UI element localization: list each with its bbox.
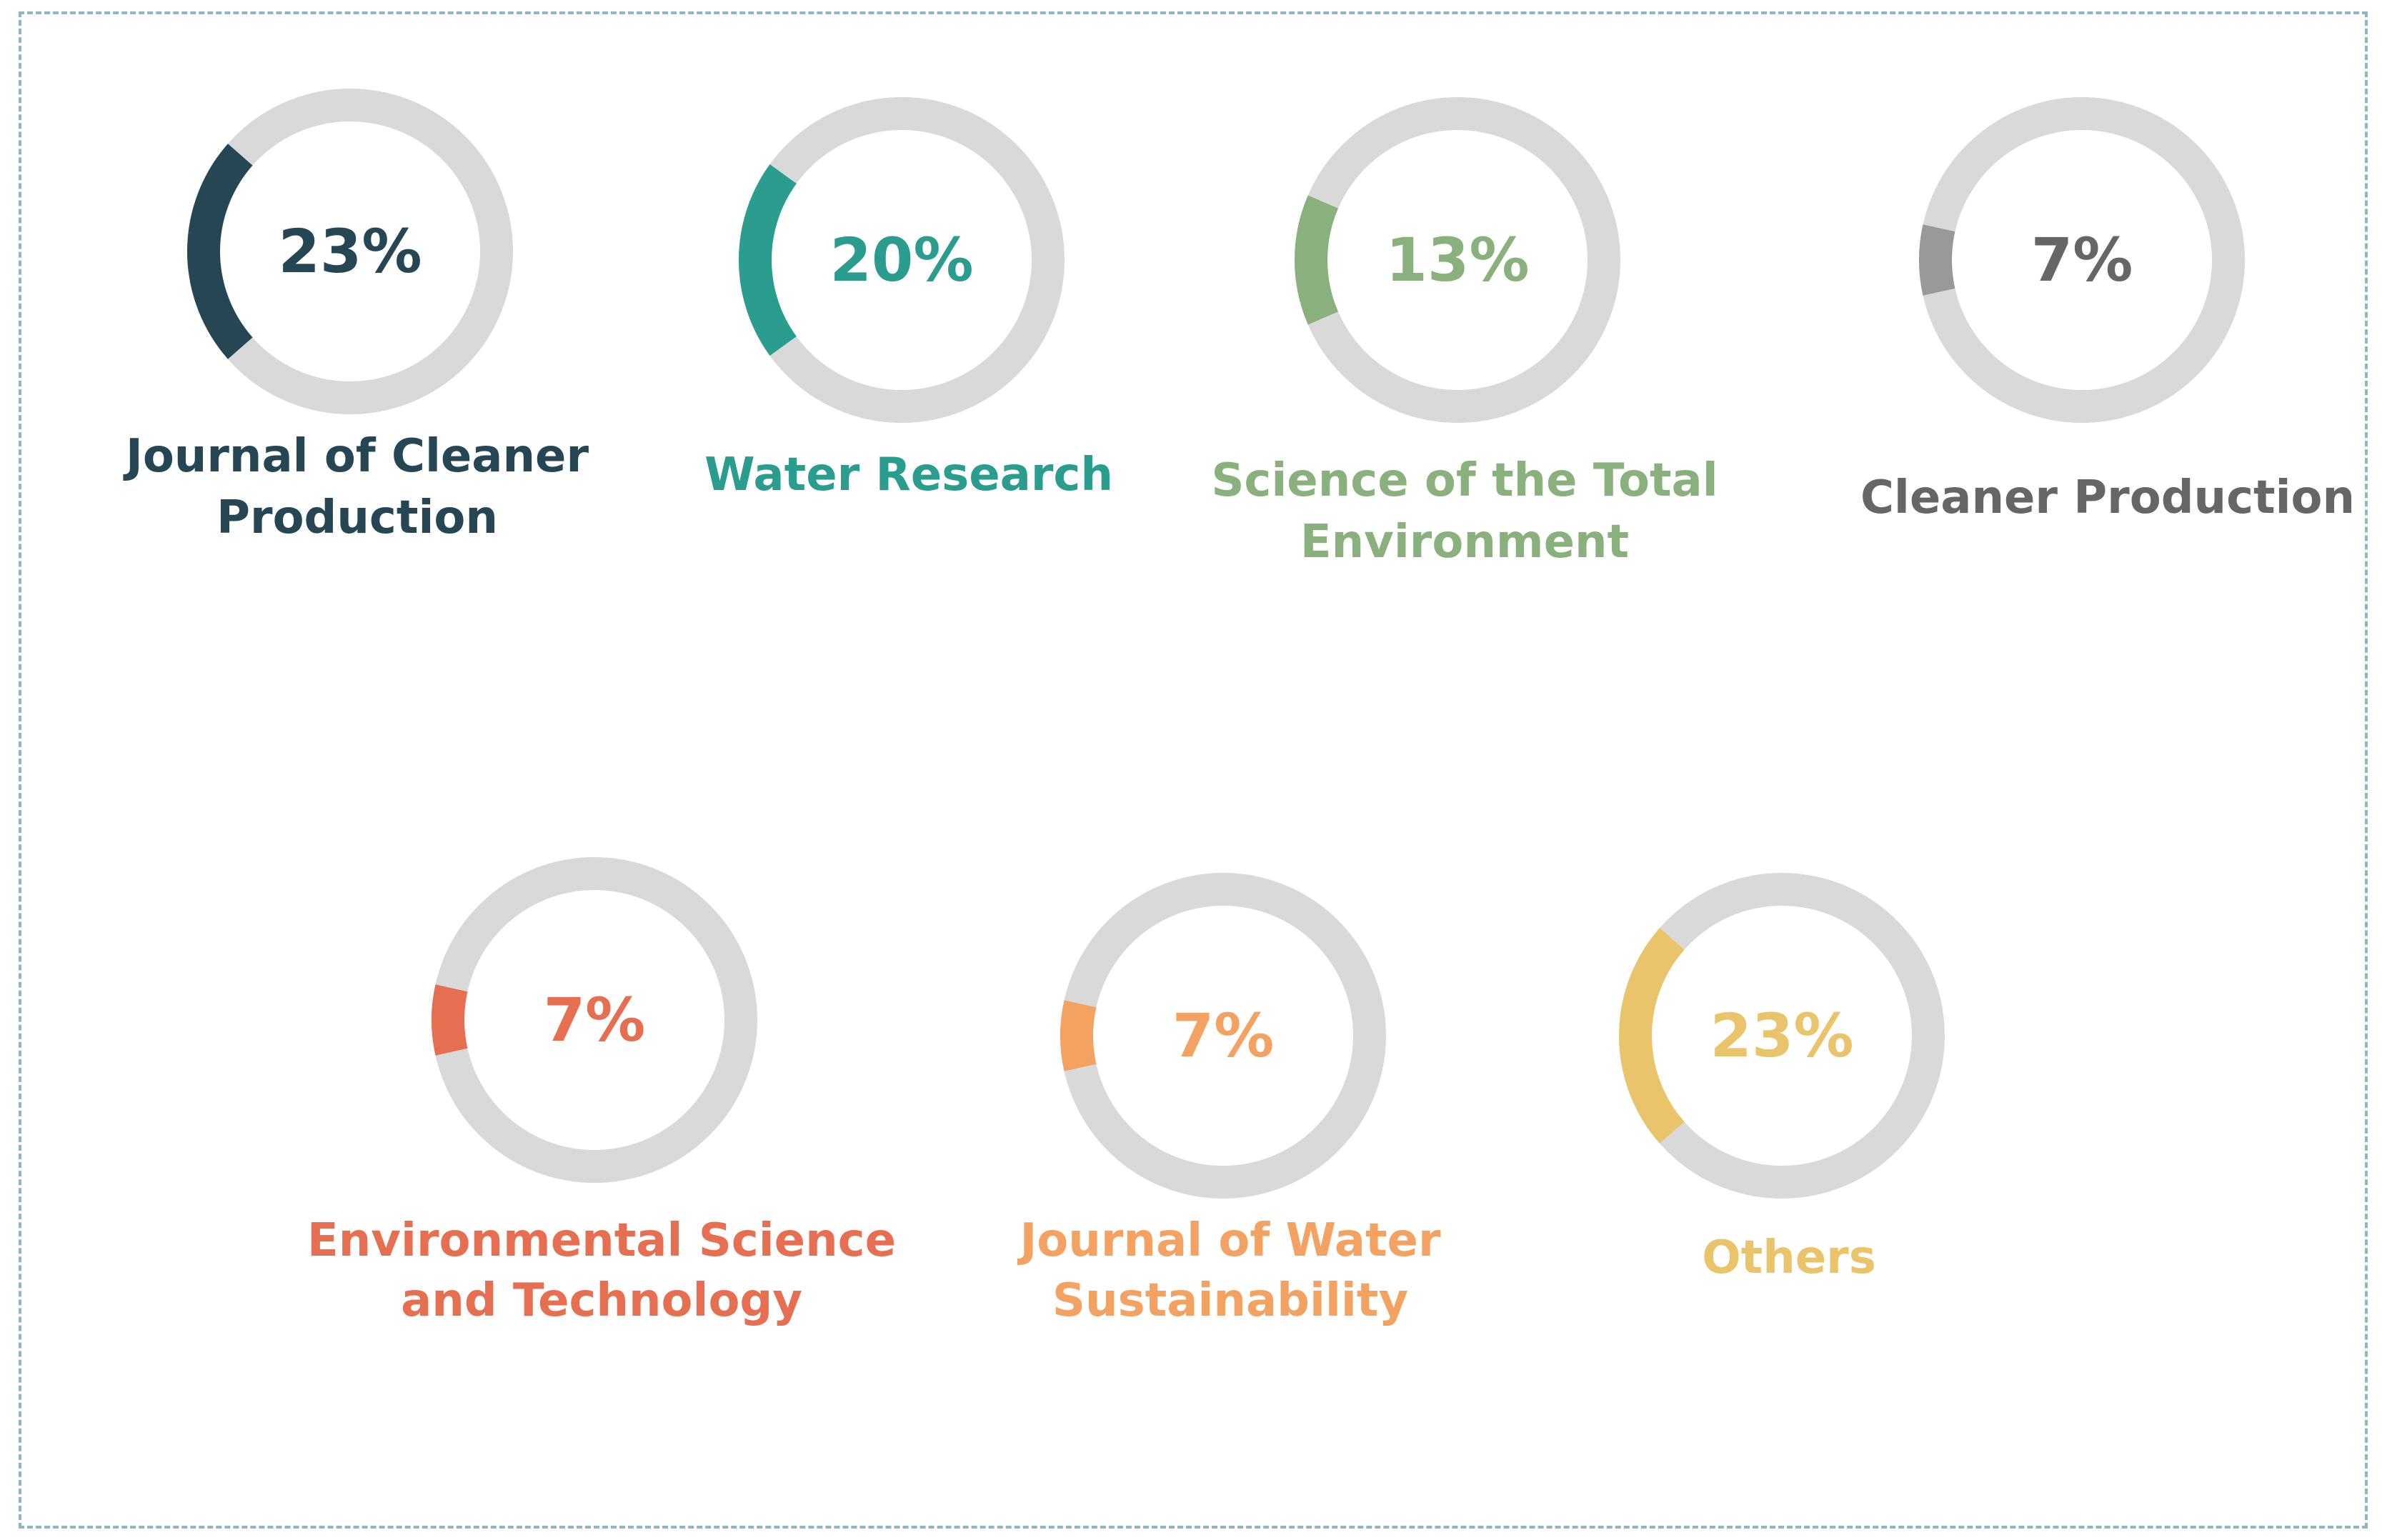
donut-name-label: and Technology (401, 1274, 802, 1327)
donut-item: 20% Water Research (704, 97, 1113, 501)
donut-name-label: Production (216, 491, 498, 544)
donut-item: 23% Journal of Cleaner Production (123, 89, 589, 544)
donut-arc (187, 144, 253, 359)
donut-percent-label: 7% (544, 985, 646, 1055)
donut-percent-label: 20% (829, 225, 973, 295)
donut-name-label: Water Research (704, 449, 1113, 501)
donut-name-label: Environment (1300, 516, 1629, 569)
donut-name-label: Environmental Science (307, 1214, 896, 1267)
donut-name-label: Cleaner Production (1860, 471, 2355, 524)
donut-name-label: Science of the Total (1211, 454, 1718, 507)
donut-percent-label: 13% (1385, 225, 1529, 295)
donut-percent-label: 23% (278, 216, 422, 286)
donut-arc (1619, 928, 1685, 1144)
donut-item: 7% Journal of Water Sustainability (1017, 873, 1441, 1327)
donut-name-label: Journal of Water (1017, 1214, 1440, 1267)
donut-name-label: Others (1702, 1231, 1876, 1284)
donut-arc (432, 984, 468, 1056)
donut-percent-label: 23% (1710, 1001, 1853, 1071)
donut-arc (1919, 224, 1955, 296)
donut-item: 7% Environmental Science and Technology (307, 857, 896, 1327)
donut-arc (1060, 1000, 1097, 1071)
donut-percent-label: 7% (1172, 1001, 1275, 1071)
donut-arc (1295, 195, 1339, 325)
donut-percent-label: 7% (2031, 225, 2133, 295)
donut-name-label: Journal of Cleaner (123, 430, 589, 483)
donut-item: 13% Science of the Total Environment (1211, 97, 1718, 569)
donut-arc (739, 164, 797, 356)
donut-name-label: Sustainability (1052, 1274, 1408, 1327)
chart-frame (19, 11, 2368, 1529)
donut-item: 7% Cleaner Production (1860, 97, 2355, 524)
donut-item: 23% Others (1619, 873, 1945, 1284)
